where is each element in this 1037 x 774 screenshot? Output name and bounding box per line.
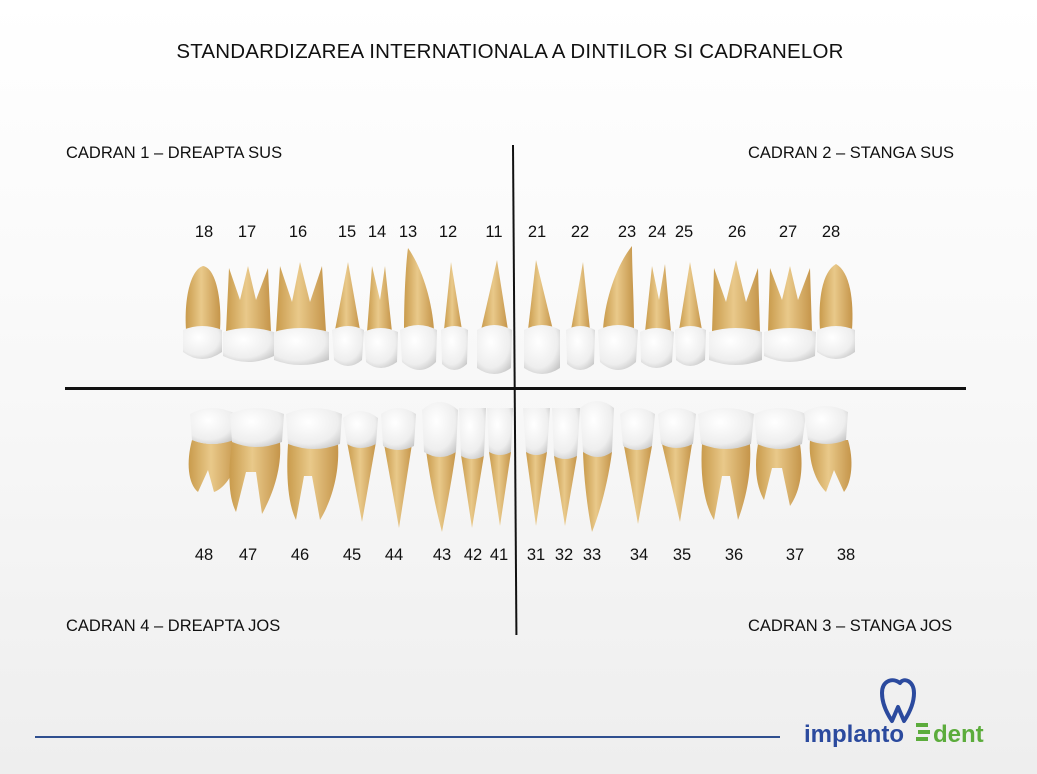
tooth-25 <box>675 262 706 366</box>
tooth-18 <box>183 266 222 359</box>
tooth-31 <box>523 408 550 526</box>
tooth-34 <box>620 408 655 524</box>
tooth-47 <box>229 408 284 514</box>
tooth-24 <box>640 264 674 368</box>
tooth-13 <box>400 248 437 370</box>
implantodent-logo: implanto dent <box>800 675 1000 755</box>
tooth-17 <box>223 266 274 362</box>
tooth-11 <box>477 260 512 374</box>
tooth-42 <box>459 408 486 528</box>
tooth-41 <box>487 408 513 526</box>
tooth-12 <box>441 262 468 370</box>
tooth-32 <box>552 408 580 526</box>
logo-text-implanto: implanto <box>804 721 904 749</box>
tooth-15 <box>332 262 364 366</box>
tooth-14 <box>364 266 398 368</box>
tooth-36 <box>698 408 754 520</box>
tooth-44 <box>381 408 416 528</box>
tooth-37 <box>754 408 806 506</box>
tooth-16 <box>274 262 329 365</box>
tooth-43 <box>422 402 458 532</box>
tooth-21 <box>524 260 560 374</box>
tooth-28 <box>817 264 855 359</box>
tooth-35 <box>658 408 696 522</box>
tooth-27 <box>764 266 816 362</box>
logo-text-dent: dent <box>933 721 984 749</box>
tooth-22 <box>566 262 595 370</box>
tooth-46 <box>286 408 342 520</box>
tooth-33 <box>580 401 614 532</box>
tooth-38 <box>804 406 851 492</box>
tooth-23 <box>598 246 638 370</box>
footer-divider <box>35 736 780 738</box>
tooth-26 <box>709 260 762 365</box>
tooth-45 <box>343 411 378 522</box>
